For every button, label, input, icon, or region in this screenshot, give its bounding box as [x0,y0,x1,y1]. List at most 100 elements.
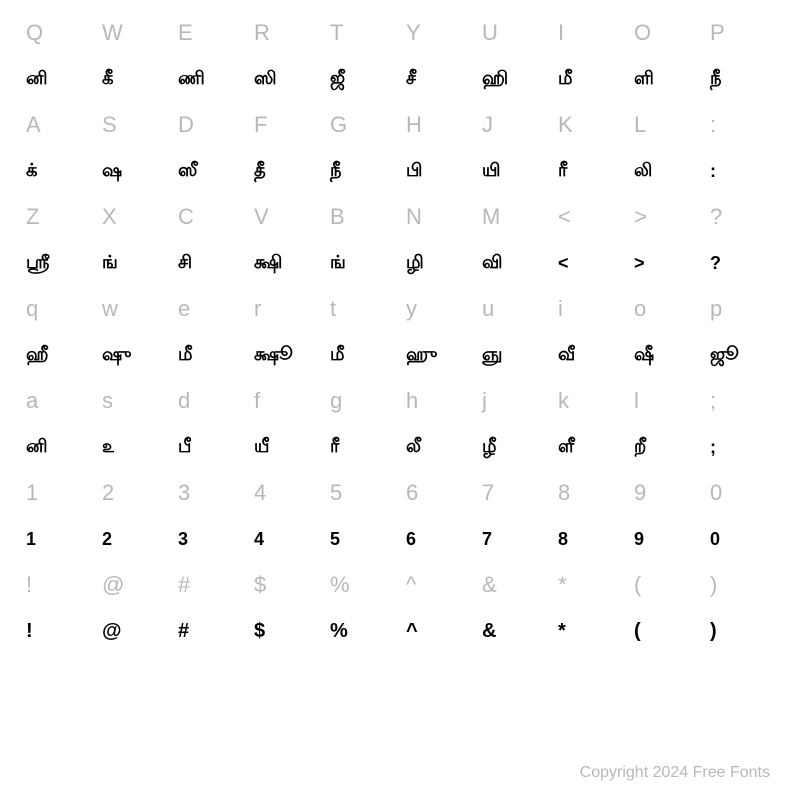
font-glyph: ழீ [482,436,497,459]
latin-key-cell: N [400,194,476,240]
glyph-cell: கீ [96,56,172,102]
latin-char: d [178,388,190,414]
font-glyph: ^ [406,620,418,643]
latin-key-cell: t [324,286,400,332]
latin-key-cell: o [628,286,704,332]
glyph-cell: சீ [400,56,476,102]
latin-key-cell: 3 [172,470,248,516]
latin-key-cell: F [248,102,324,148]
font-glyph: ஞு [482,344,502,367]
glyph-cell: 3 [172,516,248,562]
font-glyph: னி [26,436,48,459]
latin-key-cell: Y [400,10,476,56]
glyph-cell: ஸீ [172,148,248,194]
glyph-cell: ௨ [96,424,172,470]
latin-key-cell: h [400,378,476,424]
glyph-cell: & [476,608,552,654]
glyph-cell: ஷு [96,332,172,378]
latin-key-cell: 6 [400,470,476,516]
font-glyph: ஹு [406,344,437,367]
latin-key-cell: 7 [476,470,552,516]
latin-char: 0 [710,480,722,506]
glyph-cell: ! [20,608,96,654]
glyph-cell: $ [248,608,324,654]
glyph-cell: ங் [324,240,400,286]
latin-key-cell: j [476,378,552,424]
latin-key-cell: @ [96,562,172,608]
glyph-cell: ழீ [476,424,552,470]
glyph-cell: 9 [628,516,704,562]
glyph-cell: யி [476,148,552,194]
latin-key-cell: p [704,286,780,332]
font-glyph: னி [26,68,48,91]
latin-char: # [178,572,190,598]
glyph-cell: ஷ [96,148,172,194]
latin-key-cell: R [248,10,324,56]
font-glyph: 0 [710,529,720,550]
latin-char: e [178,296,190,322]
glyph-cell: னி [20,424,96,470]
font-glyph: லீ [406,436,421,459]
latin-char: 9 [634,480,646,506]
font-glyph: ( [634,620,641,643]
latin-key-cell: ; [704,378,780,424]
latin-char: N [406,204,422,230]
latin-char: g [330,388,342,414]
latin-key-cell: 8 [552,470,628,516]
latin-key-cell: 1 [20,470,96,516]
font-glyph: ஷீ [634,344,654,367]
latin-key-cell: ! [20,562,96,608]
glyph-cell: பீ [172,424,248,470]
font-glyph: ஜீ [330,68,345,91]
latin-char: @ [102,572,124,598]
latin-char: W [102,20,123,46]
glyph-cell: சி [172,240,248,286]
font-glyph: > [634,253,645,274]
latin-key-cell: ? [704,194,780,240]
latin-key-cell: P [704,10,780,56]
font-glyph: 9 [634,529,644,550]
font-glyph: பீ [178,436,191,459]
font-glyph: ! [26,620,33,643]
latin-char: 2 [102,480,114,506]
latin-char: J [482,112,493,138]
latin-char: i [558,296,563,322]
latin-key-cell: i [552,286,628,332]
glyph-cell: < [552,240,628,286]
latin-key-cell: > [628,194,704,240]
glyph-cell: ளீ [552,424,628,470]
latin-key-cell: ( [628,562,704,608]
font-glyph: ளீ [558,436,574,459]
font-glyph: சீ [406,68,416,91]
glyph-cell: ஷீ [628,332,704,378]
font-glyph: பி [406,160,422,183]
glyph-cell: ( [628,608,704,654]
latin-key-cell: : [704,102,780,148]
latin-key-cell: d [172,378,248,424]
font-glyph: 1 [26,529,36,550]
latin-char: h [406,388,418,414]
latin-key-cell: l [628,378,704,424]
font-glyph: 4 [254,529,264,550]
font-glyph: ரீ [330,436,339,459]
latin-char: : [710,112,716,138]
latin-key-cell: f [248,378,324,424]
latin-char: f [254,388,260,414]
font-glyph: ஷ [102,160,122,183]
latin-char: O [634,20,651,46]
latin-char: 3 [178,480,190,506]
latin-char: E [178,20,193,46]
latin-key-cell: Z [20,194,96,240]
latin-key-cell: O [628,10,704,56]
glyph-cell: ஜூ [704,332,780,378]
latin-char: ; [710,388,716,414]
latin-key-cell: C [172,194,248,240]
latin-char: t [330,296,336,322]
font-glyph: சி [178,252,192,275]
latin-char: T [330,20,343,46]
latin-key-cell: $ [248,562,324,608]
glyph-cell: நீ [324,148,400,194]
latin-key-cell: T [324,10,400,56]
latin-char: % [330,572,350,598]
latin-char: ( [634,572,641,598]
